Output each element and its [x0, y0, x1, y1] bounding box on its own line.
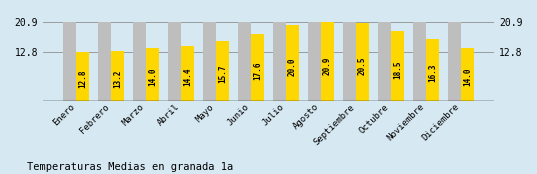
Bar [273, 22, 286, 101]
Text: 20.5: 20.5 [358, 57, 367, 75]
Bar [216, 41, 229, 101]
Bar [379, 22, 390, 101]
Text: 14.0: 14.0 [463, 68, 472, 86]
Bar [111, 51, 124, 101]
Text: 20.0: 20.0 [288, 58, 297, 76]
Bar [357, 23, 368, 101]
Bar [98, 22, 111, 101]
Bar [133, 22, 146, 101]
Text: 14.4: 14.4 [183, 67, 192, 86]
Bar [182, 46, 194, 101]
Text: 20.9: 20.9 [323, 56, 332, 74]
Bar [413, 22, 426, 101]
Bar [448, 22, 461, 101]
Bar [238, 22, 251, 101]
Bar [426, 39, 439, 101]
Text: 12.8: 12.8 [78, 70, 87, 88]
Bar [461, 48, 474, 101]
Text: 16.3: 16.3 [428, 64, 437, 82]
Bar [343, 22, 355, 101]
Text: 13.2: 13.2 [113, 69, 122, 88]
Bar [308, 22, 321, 101]
Text: 14.0: 14.0 [148, 68, 157, 86]
Text: 15.7: 15.7 [218, 65, 227, 83]
Bar [391, 31, 404, 101]
Bar [63, 22, 76, 101]
Text: 17.6: 17.6 [253, 62, 262, 80]
Bar [147, 48, 158, 101]
Bar [169, 22, 180, 101]
Bar [76, 52, 89, 101]
Bar [286, 25, 299, 101]
Bar [251, 34, 264, 101]
Text: Temperaturas Medias en granada 1a: Temperaturas Medias en granada 1a [27, 162, 233, 172]
Text: 18.5: 18.5 [393, 60, 402, 79]
Bar [321, 22, 333, 101]
Bar [204, 22, 216, 101]
